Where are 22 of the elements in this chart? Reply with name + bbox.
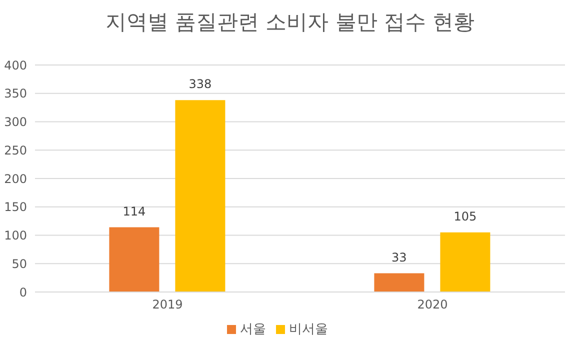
y-tick-label: 150 (4, 200, 27, 214)
y-tick-label: 350 (4, 86, 27, 101)
data-label: 114 (122, 204, 146, 218)
y-tick-label: 300 (4, 115, 27, 130)
y-tick-label: 250 (4, 143, 27, 158)
y-tick-label: 100 (4, 228, 27, 243)
bar (109, 227, 160, 292)
y-tick-label: 0 (19, 285, 27, 300)
legend-label: 비서울 (289, 322, 328, 337)
bar (440, 232, 490, 292)
data-label: 105 (454, 209, 477, 224)
data-label: 338 (188, 77, 212, 92)
x-tick-label: 2019 (152, 298, 183, 312)
y-tick-label: 400 (4, 58, 27, 72)
y-tick-label: 50 (12, 256, 27, 271)
bar (374, 273, 424, 292)
data-label: 33 (392, 250, 407, 264)
y-tick-label: 200 (4, 172, 27, 186)
x-tick-label: 2020 (417, 298, 448, 312)
chart-title: 지역별 품질관련 소비자 불만 접수 현황 (104, 9, 476, 36)
bar (175, 100, 226, 292)
legend-label: 서울 (240, 322, 266, 337)
